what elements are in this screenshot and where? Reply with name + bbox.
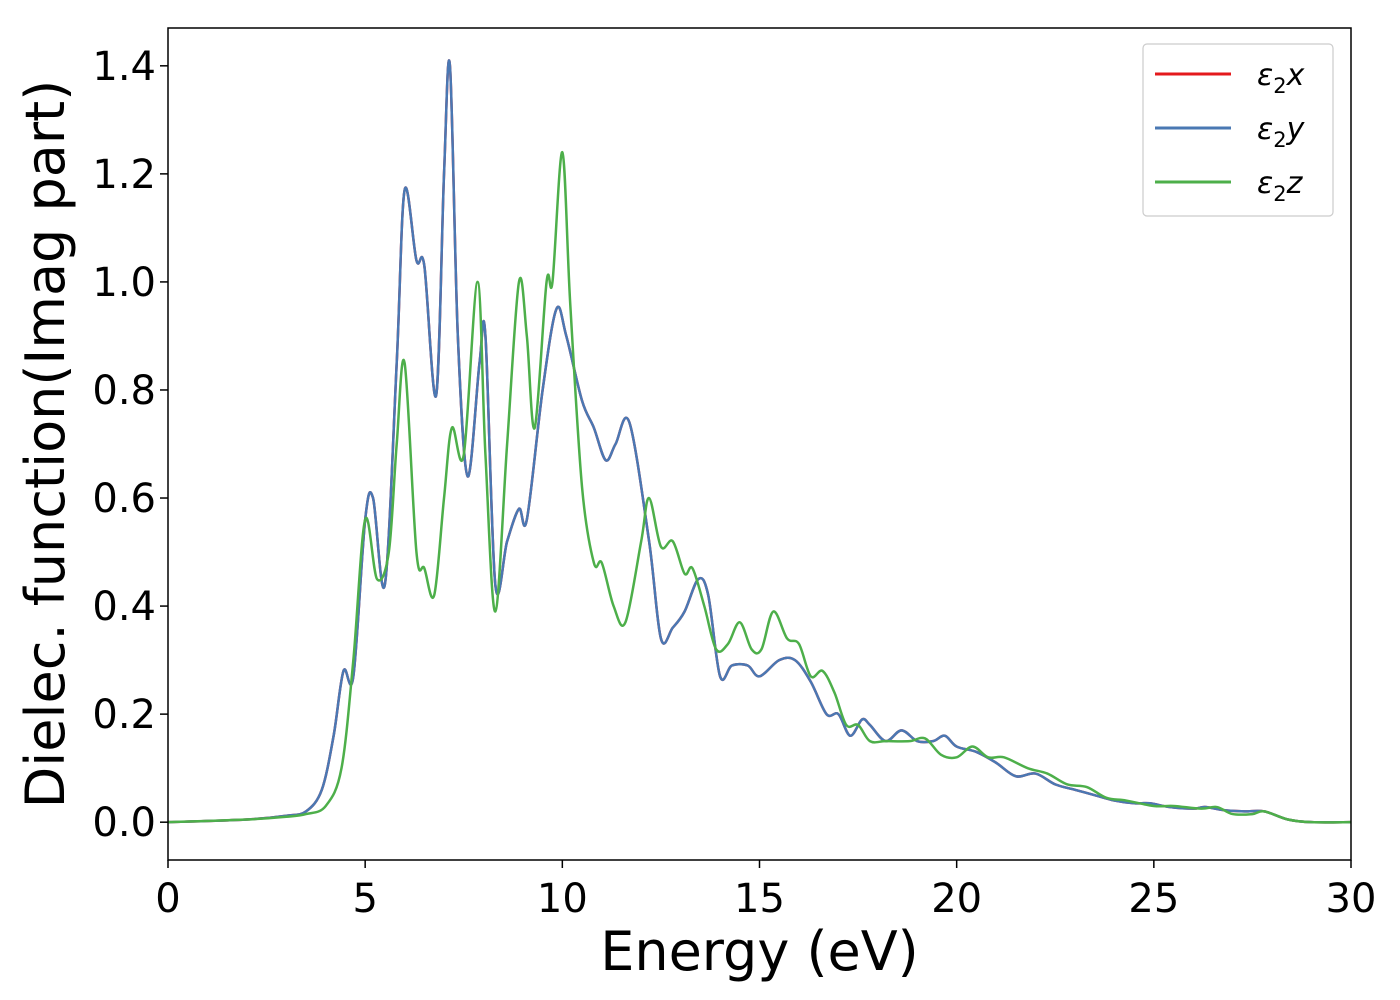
x-axis: 0 5 10 15 20 25 30	[155, 860, 1376, 922]
y-tick-label: 1.2	[92, 152, 156, 198]
legend-label-ε2x: ε2x	[1257, 58, 1305, 98]
x-tick-label: 0	[155, 876, 180, 922]
legend: ε2x ε2y ε2z	[1142, 43, 1334, 217]
x-axis-title: Energy (eV)	[600, 920, 919, 983]
x-tick-label: 10	[537, 876, 588, 922]
x-tick-label: 30	[1326, 876, 1377, 922]
y-axis-title: Dielec. function(Imag part)	[14, 80, 77, 809]
x-tick-label: 25	[1128, 876, 1179, 922]
legend-label-ε2y: ε2y	[1257, 112, 1306, 152]
y-tick-label: 0.4	[92, 584, 156, 630]
y-tick-label: 0.2	[92, 692, 156, 738]
y-tick-label: 0.6	[92, 476, 156, 522]
legend-box	[1142, 43, 1334, 217]
x-tick-label: 20	[931, 876, 982, 922]
x-tick-label: 15	[734, 876, 785, 922]
y-tick-label: 1.4	[92, 44, 156, 90]
y-tick-label: 0.8	[92, 368, 156, 414]
series-line-ε2y	[168, 59, 1351, 824]
y-tick-label: 1.0	[92, 260, 156, 306]
y-axis: 0.0 0.2 0.4 0.6 0.8 1.0 1.2 1.4	[92, 44, 168, 846]
series-line-ε2z	[168, 150, 1351, 824]
y-tick-label: 0.0	[92, 800, 156, 846]
legend-label-ε2z: ε2z	[1257, 166, 1304, 206]
x-tick-label: 5	[352, 876, 377, 922]
series-layer	[168, 59, 1351, 824]
